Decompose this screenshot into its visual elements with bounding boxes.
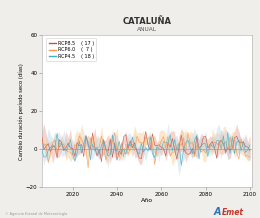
Text: © Agencia Estatal de Meteorología: © Agencia Estatal de Meteorología — [5, 212, 67, 216]
Y-axis label: Cambio duración período seco (días): Cambio duración período seco (días) — [18, 63, 24, 160]
Text: A: A — [213, 207, 221, 217]
Legend: RCP8.5    ( 17 ), RCP6.0    (  7 ), RCP4.5    ( 18 ): RCP8.5 ( 17 ), RCP6.0 ( 7 ), RCP4.5 ( 18… — [46, 38, 96, 61]
Text: Emet: Emet — [222, 208, 244, 217]
Title: CATALUÑA: CATALUÑA — [122, 17, 171, 26]
X-axis label: Año: Año — [141, 198, 153, 203]
Text: ANUAL: ANUAL — [137, 27, 157, 32]
